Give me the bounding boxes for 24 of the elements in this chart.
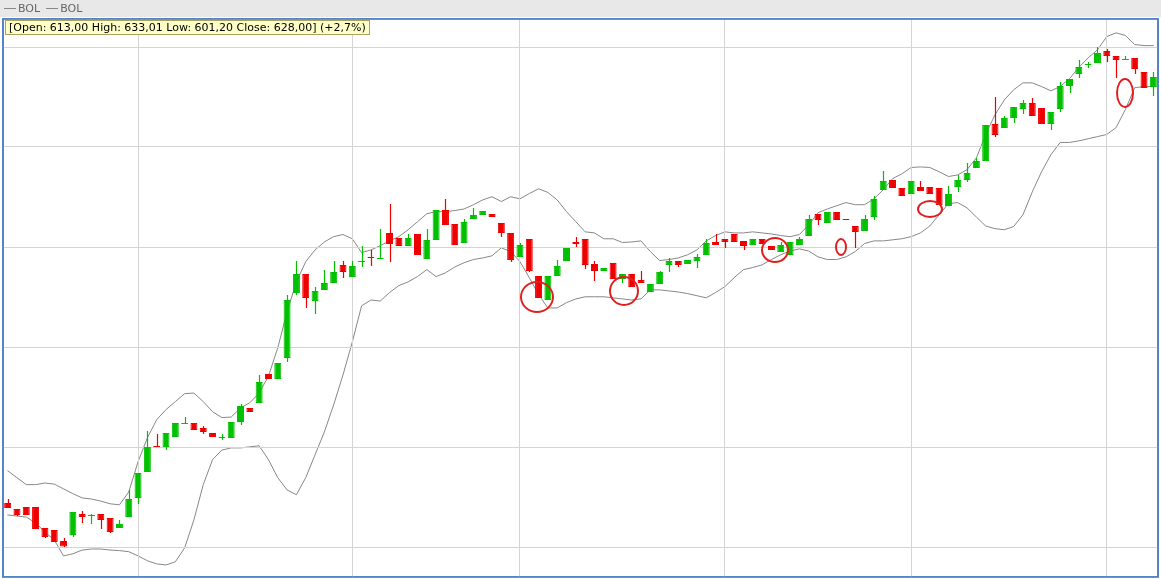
candlestick [851,225,859,249]
candlestick [423,228,431,260]
legend-label: BOL [60,1,83,16]
candlestick [134,472,142,505]
candlestick [870,195,878,221]
candlestick [1112,55,1120,79]
candlestick [255,374,263,404]
candlestick [292,260,300,296]
candlestick [1056,81,1064,113]
candlestick [386,203,394,263]
candlestick [590,260,598,282]
candlestick [441,198,449,226]
candlestick [69,511,77,538]
candlestick [237,403,245,426]
candlestick [1149,71,1157,97]
candlestick [125,489,133,518]
candlestick [143,430,151,473]
candlestick [311,286,319,315]
legend-label: BOL [18,1,41,16]
candlestick [963,162,971,183]
candlestick [581,238,589,270]
candlestick [358,245,366,268]
candlestick [302,273,310,309]
annotation: [Open: 613,00 High: 633,01 Low: 601,20 Close: 628,00] (+2,7%) [5,20,370,35]
